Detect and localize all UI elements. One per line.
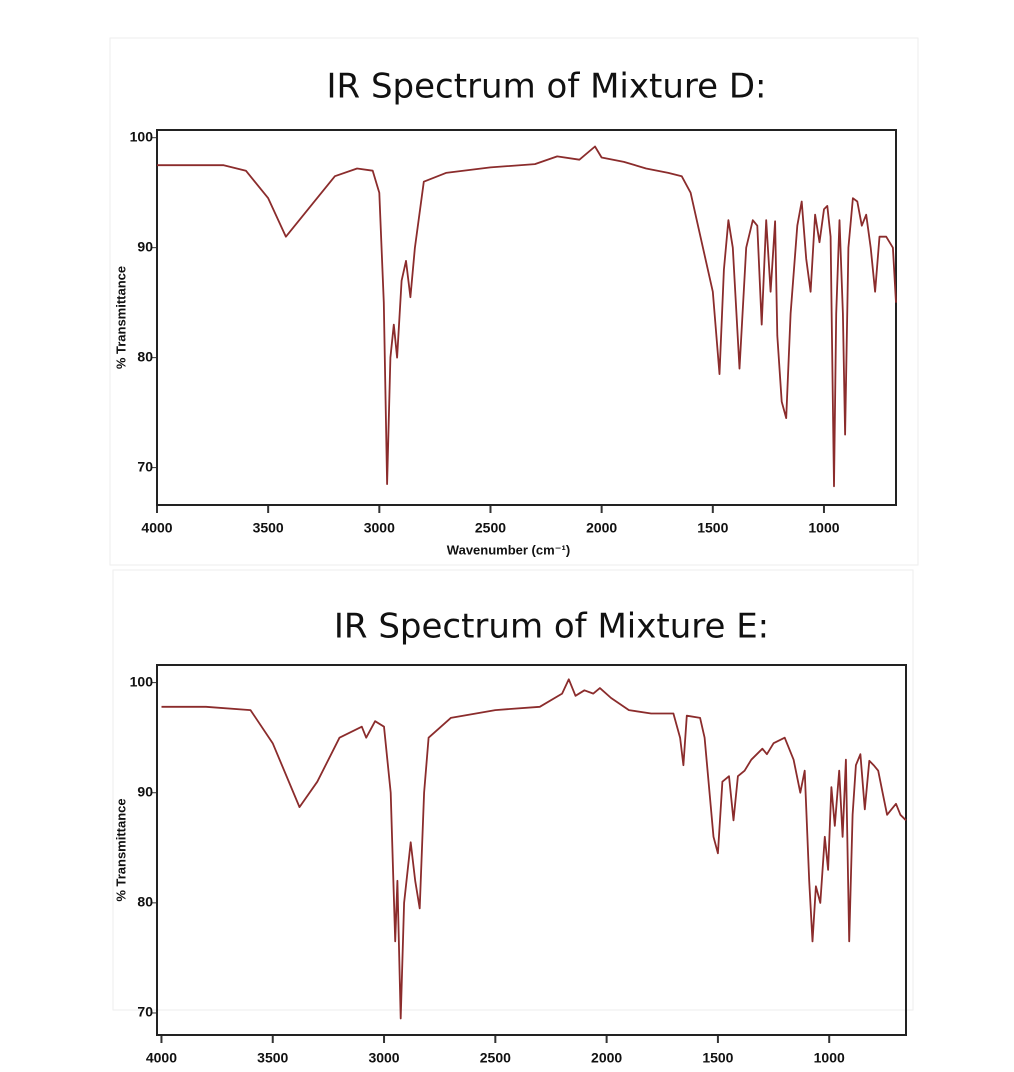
plot-frame <box>156 129 897 506</box>
y-tick-label: 90 <box>137 238 153 254</box>
panel-frame <box>112 569 914 1011</box>
x-tick-label: 2000 <box>586 520 617 536</box>
chart-title: IR Spectrum of Mixture E: <box>334 607 769 647</box>
spectrum-line <box>157 145 897 488</box>
y-tick-label: 90 <box>137 783 153 799</box>
panel-frame <box>109 37 919 566</box>
x-tick-label: 1000 <box>808 520 839 536</box>
x-tick-label: 4000 <box>141 520 172 536</box>
x-tick-label: 3000 <box>368 1050 399 1066</box>
x-tick-label: 2500 <box>480 1050 511 1066</box>
y-tick-label: 80 <box>137 894 153 910</box>
x-tick-label: 1500 <box>697 520 728 536</box>
x-tick-label: 3500 <box>257 1050 288 1066</box>
chart-title: IR Spectrum of Mixture D: <box>327 67 767 107</box>
y-tick-label: 80 <box>137 348 153 364</box>
y-tick-label: 70 <box>137 1004 153 1020</box>
x-tick-label: 1500 <box>702 1050 733 1066</box>
x-tick-label: 4000 <box>146 1050 177 1066</box>
plot-frame <box>156 664 907 1036</box>
x-axis-label: Wavenumber (cm⁻¹) <box>447 542 570 557</box>
x-tick-label: 3500 <box>253 520 284 536</box>
x-tick-label: 1000 <box>814 1050 845 1066</box>
x-tick-label: 2500 <box>475 520 506 536</box>
y-axis-label: % Transmittance <box>113 798 128 901</box>
y-tick-label: 100 <box>130 673 154 689</box>
x-tick-label: 2000 <box>591 1050 622 1066</box>
spectrum-line <box>161 678 907 1020</box>
y-tick-label: 100 <box>130 128 154 144</box>
x-tick-label: 3000 <box>364 520 395 536</box>
y-tick-label: 70 <box>137 458 153 474</box>
y-axis-label: % Transmittance <box>113 266 128 369</box>
